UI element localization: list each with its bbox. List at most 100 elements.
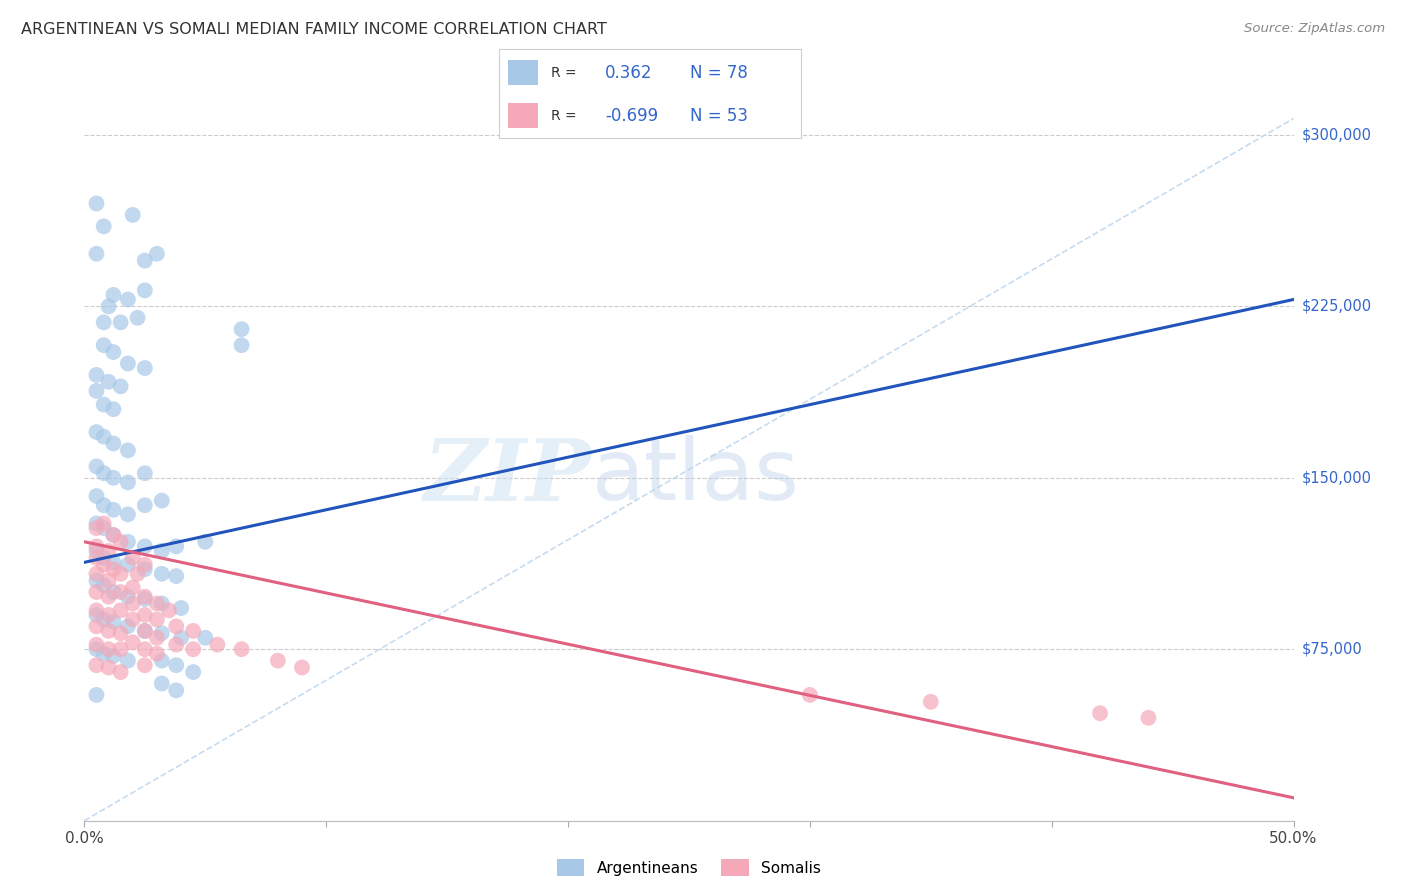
Point (86, 585, 108, 599)
Text: $75,000: $75,000 (1302, 641, 1362, 657)
Point (291, 660, 314, 674)
Point (117, 534, 139, 549)
Point (93, 612, 115, 626)
Point (194, 534, 217, 549)
Point (110, 315, 132, 329)
Point (134, 590, 156, 604)
Point (121, 597, 143, 611)
Point (157, 603, 180, 617)
Point (150, 654, 173, 668)
Point (86, 607, 108, 622)
Point (134, 642, 156, 657)
Point (117, 558, 139, 572)
Text: R =: R = (551, 66, 576, 79)
Point (146, 647, 169, 661)
Point (920, 695, 942, 709)
Point (93, 466, 115, 480)
Text: 0.362: 0.362 (605, 63, 652, 82)
Point (134, 253, 156, 268)
Point (134, 558, 156, 572)
Point (150, 544, 173, 558)
Point (117, 654, 139, 668)
Point (127, 566, 149, 581)
Point (86, 459, 108, 474)
Point (165, 569, 187, 583)
Point (103, 615, 125, 629)
Point (103, 502, 125, 516)
Point (86, 246, 108, 260)
Point (231, 338, 253, 352)
Point (86, 550, 108, 565)
Point (93, 550, 115, 565)
Point (150, 566, 173, 581)
Point (103, 471, 125, 485)
Text: $225,000: $225,000 (1302, 299, 1372, 314)
Point (93, 398, 115, 412)
Point (117, 475, 139, 490)
Point (150, 493, 173, 508)
Point (134, 466, 156, 480)
Point (86, 425, 108, 439)
Point (97, 607, 120, 622)
Point (194, 631, 217, 645)
Text: -0.699: -0.699 (605, 106, 658, 125)
Point (86, 603, 108, 617)
Legend: Argentineans, Somalis: Argentineans, Somalis (551, 853, 827, 882)
Point (1088, 706, 1111, 721)
Point (134, 361, 156, 376)
Point (86, 521, 108, 535)
Point (134, 591, 156, 606)
Point (86, 384, 108, 398)
Point (86, 642, 108, 657)
Point (86, 688, 108, 702)
Point (93, 498, 115, 512)
Point (117, 508, 139, 522)
Point (165, 619, 187, 633)
Text: R =: R = (551, 109, 576, 122)
Point (181, 665, 204, 679)
Point (110, 642, 132, 657)
Point (103, 555, 125, 569)
Text: atlas: atlas (592, 435, 800, 518)
Point (117, 619, 139, 633)
Point (181, 624, 204, 638)
Point (86, 658, 108, 673)
Point (93, 315, 115, 329)
Point (127, 310, 149, 325)
Point (146, 631, 169, 645)
Point (86, 368, 108, 382)
Point (134, 658, 156, 673)
Point (103, 436, 125, 450)
Point (207, 638, 229, 652)
Point (103, 562, 125, 576)
Point (134, 624, 156, 638)
Point (86, 619, 108, 633)
Point (121, 550, 143, 565)
Point (170, 631, 193, 645)
Bar (508, 60, 538, 85)
Point (121, 581, 143, 595)
Point (150, 597, 173, 611)
Point (117, 356, 139, 371)
Point (93, 219, 115, 234)
Point (103, 649, 125, 664)
Point (267, 654, 290, 668)
Point (93, 338, 115, 352)
Point (97, 299, 120, 313)
Point (86, 539, 108, 553)
Text: N = 78: N = 78 (689, 63, 748, 82)
Point (86, 638, 108, 652)
Point (93, 558, 115, 572)
Point (134, 624, 156, 638)
Point (86, 566, 108, 581)
Point (93, 429, 115, 443)
Bar (508, 103, 538, 128)
Point (110, 379, 132, 393)
Point (181, 642, 204, 657)
Text: $300,000: $300,000 (1302, 128, 1372, 143)
Point (121, 635, 143, 649)
Point (150, 676, 173, 690)
Point (110, 566, 132, 581)
Point (110, 603, 132, 617)
Point (97, 574, 120, 588)
